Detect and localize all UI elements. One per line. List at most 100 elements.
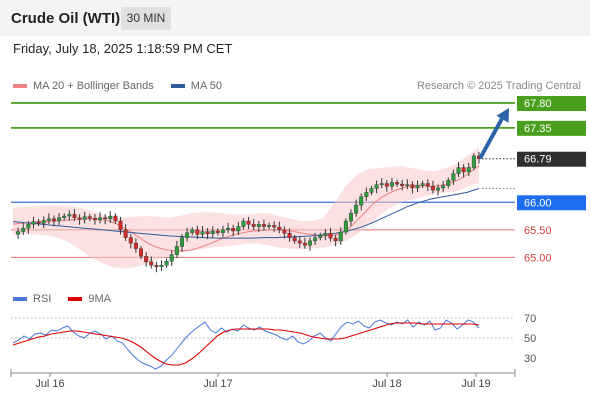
level-label: 67.80	[524, 98, 552, 110]
legend-label: 9MA	[88, 293, 111, 305]
timestamp-label: Friday, July 18, 2025 1:18:59 PM CET	[13, 41, 233, 56]
candle-body-up	[159, 264, 164, 268]
candle-body-up	[313, 237, 318, 242]
legend-item-ma20: MA 20 + Bollinger Bands	[13, 80, 154, 92]
candle	[343, 218, 348, 235]
candle-body-down	[297, 240, 302, 244]
candle-body-down	[144, 256, 149, 263]
candle-body-up	[379, 183, 384, 185]
candle	[287, 228, 292, 242]
candle-body-up	[415, 184, 420, 189]
candle	[16, 227, 21, 240]
candle-body-down	[154, 264, 159, 268]
candle-body-up	[308, 240, 313, 246]
candle-body-up	[441, 185, 446, 189]
legend-label: MA 20 + Bollinger Bands	[33, 80, 154, 92]
candle	[471, 153, 476, 171]
candle-body-down	[277, 226, 282, 231]
level-label-box	[517, 195, 586, 211]
candle-body-up	[16, 231, 21, 235]
candle	[57, 212, 62, 226]
target-arrow-shaft	[479, 111, 507, 159]
candle	[41, 216, 46, 228]
candles	[16, 151, 482, 273]
candle	[456, 162, 461, 178]
candle-body-down	[87, 216, 92, 219]
candle	[82, 211, 87, 224]
chart-overlays: 66.79	[479, 108, 586, 189]
level-label: 65.00	[524, 252, 552, 264]
candle	[282, 226, 287, 239]
candle	[164, 258, 169, 268]
candle-body-down	[425, 183, 430, 187]
price-legend: MA 20 + Bollinger Bands MA 50	[13, 80, 239, 92]
legend-item-rsi: RSI	[13, 293, 51, 305]
level-label-box	[517, 96, 586, 112]
candle	[205, 228, 210, 240]
legend-item-ma50: MA 50	[170, 80, 222, 92]
candle	[220, 225, 225, 238]
candle	[333, 234, 338, 247]
candle-body-up	[466, 167, 471, 173]
candle	[241, 218, 246, 230]
rsi-legend: RSI 9MA	[13, 293, 128, 305]
candle-body-up	[364, 192, 369, 197]
candle-body-down	[395, 182, 400, 185]
candle	[318, 232, 323, 241]
candle-body-up	[471, 155, 476, 168]
timeframe-button[interactable]: 30 MIN	[121, 7, 171, 30]
candle	[210, 226, 215, 238]
rsi-tick-label: 30	[524, 353, 536, 365]
research-credit: Research © 2025 Trading Central	[416, 80, 581, 92]
candle-body-down	[261, 224, 266, 227]
candle	[461, 164, 466, 178]
candle-body-down	[139, 248, 144, 257]
level-label-box	[517, 120, 586, 136]
candle	[113, 213, 118, 224]
candle-body-up	[446, 180, 451, 186]
candle	[410, 181, 415, 194]
chart-header: Crude Oil (WTI) 30 MIN	[0, 0, 590, 36]
candle	[395, 179, 400, 187]
candle-body-down	[215, 230, 220, 233]
candle-body-down	[384, 183, 389, 187]
candle-body-down	[333, 237, 338, 242]
candle	[51, 215, 56, 227]
ma50-line	[12, 188, 480, 239]
candle-body-up	[451, 173, 456, 181]
candle	[323, 229, 328, 241]
candle	[261, 219, 266, 231]
candle-body-down	[72, 214, 77, 218]
candle-body-up	[420, 183, 425, 186]
candle-body-up	[220, 229, 225, 233]
candle	[174, 240, 179, 259]
candle	[400, 180, 405, 191]
candle-body-up	[338, 231, 343, 242]
level-label: 67.35	[524, 123, 552, 135]
moving-averages	[12, 165, 480, 252]
x-tick-label: Jul 19	[461, 378, 490, 390]
candle-body-up	[354, 204, 359, 214]
candle-body-down	[282, 229, 287, 234]
candle	[364, 187, 369, 201]
level-label: 66.00	[524, 197, 552, 209]
candle-body-down	[77, 217, 82, 220]
candle-body-down	[246, 220, 251, 225]
candle-body-up	[210, 230, 215, 234]
candle	[231, 224, 236, 237]
candle	[267, 222, 272, 230]
candle-body-up	[174, 246, 179, 255]
candle	[436, 184, 441, 196]
candle	[405, 179, 410, 190]
candle-body-down	[292, 237, 297, 242]
candle	[277, 221, 282, 234]
rsi-panel: 70 50 30	[11, 313, 536, 370]
candle	[226, 222, 231, 234]
candle	[26, 220, 31, 234]
bollinger-band-area	[13, 147, 479, 269]
candle	[46, 213, 51, 224]
legend-item-9ma: 9MA	[68, 293, 111, 305]
candle-body-up	[374, 184, 379, 189]
candle-body-up	[369, 188, 374, 193]
